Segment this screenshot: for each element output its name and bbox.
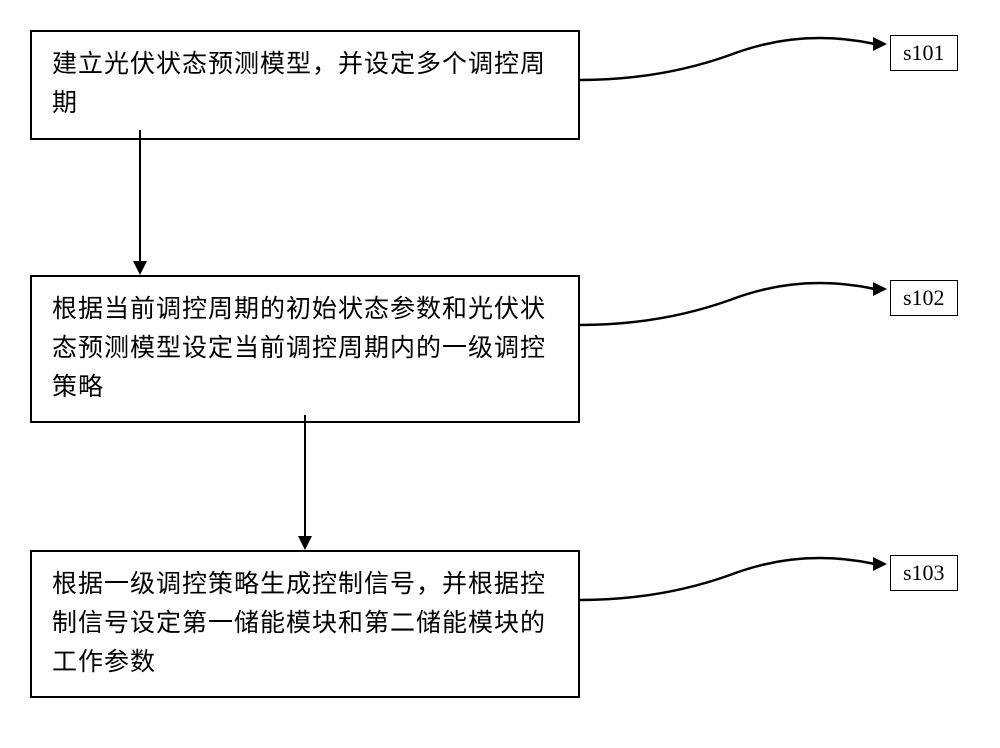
arrow-right-2 [873, 282, 887, 296]
flowchart-container: 建立光伏状态预测模型，并设定多个调控周期 s101 根据当前调控周期的初始状态参… [30, 30, 970, 720]
step-text-3: 根据一级调控策略生成控制信号，并根据控制信号设定第一储能模块和第二储能模块的工作… [52, 566, 558, 682]
step-box-1: 建立光伏状态预测模型，并设定多个调控周期 [30, 30, 580, 140]
connector-line-1-2 [139, 130, 141, 261]
connector-curve-1 [580, 50, 880, 110]
label-box-2: s102 [890, 280, 958, 316]
label-text-2: s102 [903, 285, 945, 311]
label-text-1: s101 [903, 40, 945, 66]
arrow-down-1-2 [133, 261, 147, 275]
connector-curve-2 [580, 295, 880, 355]
label-box-3: s103 [890, 555, 958, 591]
label-box-1: s101 [890, 35, 958, 71]
arrow-right-1 [873, 37, 887, 51]
step-text-2: 根据当前调控周期的初始状态参数和光伏状态预测模型设定当前调控周期内的一级调控策略 [52, 291, 558, 407]
step-box-3: 根据一级调控策略生成控制信号，并根据控制信号设定第一储能模块和第二储能模块的工作… [30, 550, 580, 698]
label-text-3: s103 [903, 560, 945, 586]
step-box-2: 根据当前调控周期的初始状态参数和光伏状态预测模型设定当前调控周期内的一级调控策略 [30, 275, 580, 423]
connector-line-2-3 [304, 415, 306, 536]
arrow-right-3 [873, 557, 887, 571]
connector-curve-3 [580, 570, 880, 630]
step-text-1: 建立光伏状态预测模型，并设定多个调控周期 [52, 46, 558, 124]
arrow-down-2-3 [298, 536, 312, 550]
